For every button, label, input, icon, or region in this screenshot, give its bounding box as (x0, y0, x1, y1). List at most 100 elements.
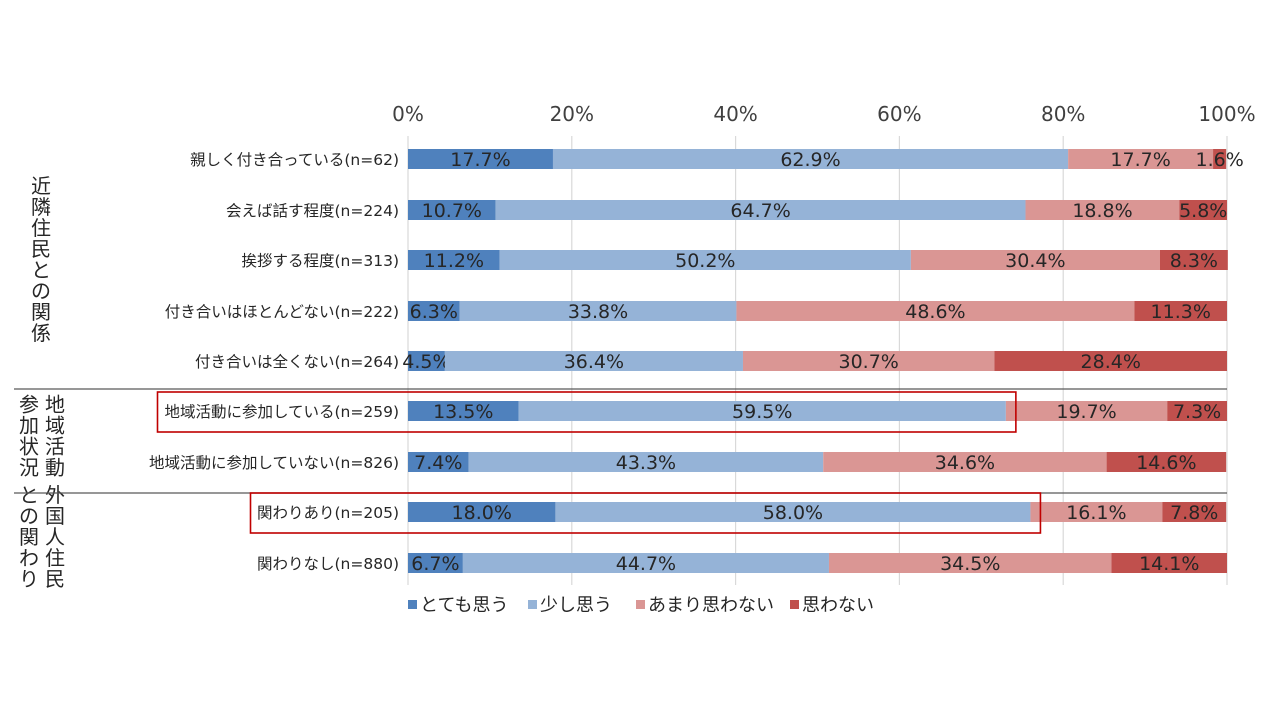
group-label-char: 近 (31, 174, 51, 198)
bar-segment (408, 200, 496, 220)
data-label: 10.7% (422, 200, 482, 222)
data-label: 13.5% (433, 401, 493, 423)
highlight-box (156, 391, 1017, 433)
group-label-char: 加 (19, 414, 39, 438)
legend-swatch (528, 600, 537, 609)
category-label: 地域活動に参加している(n=259) (164, 403, 399, 421)
bar-segment (1106, 452, 1227, 472)
bar-segment (518, 401, 1006, 421)
bar-segment (1162, 502, 1227, 522)
data-label: 7.3% (1173, 401, 1221, 423)
bar-segment (1167, 401, 1227, 421)
x-tick-label: 40% (713, 102, 757, 126)
legend-label: 思わない (802, 595, 874, 616)
group-label-char: 動 (45, 456, 65, 480)
bar-segment (408, 250, 500, 270)
group-label-char: 参 (19, 393, 39, 417)
data-label: 34.5% (940, 553, 1000, 575)
data-label: 44.7% (616, 553, 676, 575)
bar-segment (1068, 149, 1214, 169)
category-label: 関わりあり(n=205) (257, 504, 399, 522)
group-label-char: の (31, 279, 51, 303)
data-label: 28.4% (1081, 351, 1141, 373)
legend: とても思う 少し思う あまり思わない 思わない (408, 595, 874, 616)
data-label: 62.9% (780, 149, 840, 171)
group-label-char: 隣 (31, 195, 51, 219)
category-labels: 親しく付き合っている(n=62) 会えば話す程度(n=224) 挨拶する程度(n=3… (149, 151, 399, 573)
x-tick-label: 80% (1041, 102, 1085, 126)
category-label: 会えば話す程度(n=224) (226, 202, 399, 220)
group-label-char: 民 (31, 237, 51, 261)
legend-label: とても思う (420, 595, 509, 616)
data-label: 14.1% (1139, 553, 1199, 575)
bar-segment (408, 351, 445, 371)
bar-segment (459, 301, 737, 321)
category-label: 付き合いはほとんどない(n=222) (165, 303, 399, 321)
data-label: 59.5% (732, 401, 792, 423)
bar-segment (994, 351, 1227, 371)
x-tick-label: 100% (1198, 102, 1255, 126)
category-label: 付き合いは全くない(n=264) (195, 353, 399, 371)
highlight-box (249, 492, 1042, 534)
data-label: 11.2% (424, 250, 484, 272)
bar-segment (468, 452, 824, 472)
data-label: 43.3% (616, 452, 676, 474)
bar-segment (462, 553, 829, 573)
group-label-char: わ (19, 546, 39, 570)
data-label: 64.7% (730, 200, 790, 222)
legend-swatch (790, 600, 799, 609)
data-label: 1.6% (1195, 149, 1243, 171)
group-label-char: 住 (31, 216, 51, 240)
data-label: 6.7% (411, 553, 459, 575)
legend-swatch (408, 600, 417, 609)
data-label: 11.3% (1151, 301, 1211, 323)
bar-segment (823, 452, 1107, 472)
bar-segment (499, 250, 911, 270)
bar-segment (910, 250, 1160, 270)
data-label: 17.7% (1110, 149, 1170, 171)
data-label: 14.6% (1136, 452, 1196, 474)
group-label-char: 関 (19, 525, 39, 549)
bar-segment (408, 553, 463, 573)
bar-segment (408, 502, 556, 522)
data-label: 16.1% (1066, 502, 1126, 524)
data-label: 34.6% (935, 452, 995, 474)
bar-segment (555, 502, 1031, 522)
data-label: 18.8% (1072, 200, 1132, 222)
group-label-char: 況 (19, 456, 39, 480)
bar-segment (1025, 200, 1180, 220)
group-label-char: 住 (45, 546, 65, 570)
group-label-char: と (31, 258, 51, 282)
bar-segment (408, 301, 460, 321)
bar-segment (736, 301, 1135, 321)
data-label: 4.5% (402, 351, 450, 373)
group-label-char: 関 (31, 300, 51, 324)
data-label: 48.6% (905, 301, 965, 323)
bar-segment (444, 351, 743, 371)
bar-segment (1030, 502, 1163, 522)
x-tick-label: 0% (392, 102, 424, 126)
data-label: 17.7% (450, 149, 510, 171)
category-label: 親しく付き合っている(n=62) (190, 151, 399, 169)
data-label: 36.4% (564, 351, 624, 373)
group-label-char: 外 (45, 483, 65, 507)
bar-segment (828, 553, 1112, 573)
group-label-char: 地 (45, 393, 65, 417)
legend-label: あまり思わない (648, 595, 774, 616)
data-label: 18.0% (452, 502, 512, 524)
category-label: 挨拶する程度(n=313) (242, 252, 400, 270)
group-label-char: 域 (45, 414, 65, 438)
highlight-boxes (156, 391, 1042, 534)
group-label-char: 活 (45, 435, 65, 459)
x-tick-label: 60% (877, 102, 921, 126)
bar-segment (1005, 401, 1168, 421)
group-label-char: 人 (45, 525, 65, 549)
category-label: 地域活動に参加していない(n=826) (149, 454, 399, 472)
group-label-char: 状 (19, 435, 39, 459)
data-label: 33.8% (568, 301, 628, 323)
